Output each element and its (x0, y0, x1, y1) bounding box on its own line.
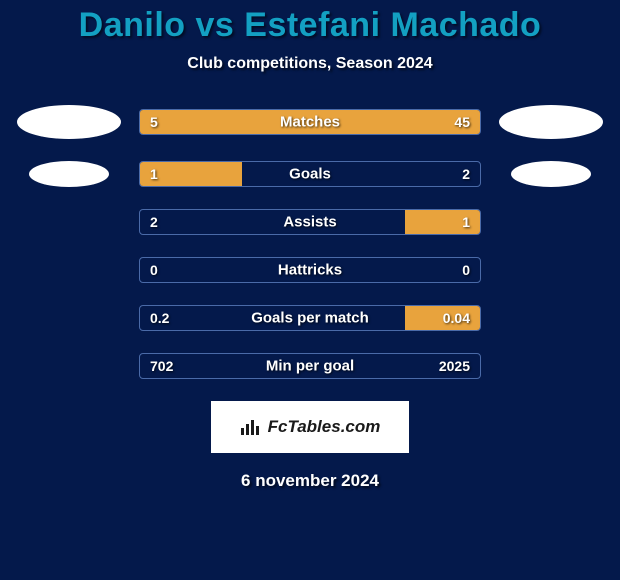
left-player-avatar (17, 105, 121, 139)
bar-label: Matches (280, 114, 340, 131)
bar-fill-right (201, 110, 480, 134)
bar-label: Min per goal (266, 358, 354, 375)
stat-row-gpm: 0.2 Goals per match 0.04 (0, 305, 620, 331)
bar-value-left: 702 (150, 358, 173, 374)
left-club-avatar (29, 161, 109, 187)
stat-row-goals: 1 Goals 2 (0, 161, 620, 187)
bar-mpg: 702 Min per goal 2025 (139, 353, 481, 379)
logo-box: FcTables.com (211, 401, 409, 453)
stat-row-mpg: 702 Min per goal 2025 (0, 353, 620, 379)
avatar-spacer-right (499, 161, 603, 187)
bar-value-right: 2 (462, 166, 470, 182)
bar-chart-icon (240, 418, 262, 436)
page-title: Danilo vs Estefani Machado (0, 6, 620, 45)
bar-hattricks: 0 Hattricks 0 (139, 257, 481, 283)
bar-value-left: 0 (150, 262, 158, 278)
bar-value-left: 1 (150, 166, 158, 182)
bar-value-right: 0.04 (443, 310, 470, 326)
stat-row-hattricks: 0 Hattricks 0 (0, 257, 620, 283)
bar-label: Goals per match (251, 310, 369, 327)
bar-matches: 5 Matches 45 (139, 109, 481, 135)
bar-value-left: 2 (150, 214, 158, 230)
right-player-avatar (499, 105, 603, 139)
bar-value-right: 45 (454, 114, 470, 130)
bar-goals: 1 Goals 2 (139, 161, 481, 187)
date-label: 6 november 2024 (0, 471, 620, 491)
logo-text: FcTables.com (268, 417, 381, 437)
bar-value-left: 5 (150, 114, 158, 130)
subtitle: Club competitions, Season 2024 (0, 55, 620, 73)
bar-value-right: 1 (462, 214, 470, 230)
bar-label: Assists (283, 214, 336, 231)
right-club-avatar (511, 161, 591, 187)
avatar-spacer-left (17, 161, 121, 187)
bar-label: Goals (289, 166, 331, 183)
stat-row-matches: 5 Matches 45 (0, 105, 620, 139)
comparison-infographic: Danilo vs Estefani Machado Club competit… (0, 0, 620, 491)
bar-value-left: 0.2 (150, 310, 169, 326)
bar-assists: 2 Assists 1 (139, 209, 481, 235)
bar-gpm: 0.2 Goals per match 0.04 (139, 305, 481, 331)
stat-row-assists: 2 Assists 1 (0, 209, 620, 235)
bar-value-right: 2025 (439, 358, 470, 374)
bar-value-right: 0 (462, 262, 470, 278)
bar-label: Hattricks (278, 262, 342, 279)
